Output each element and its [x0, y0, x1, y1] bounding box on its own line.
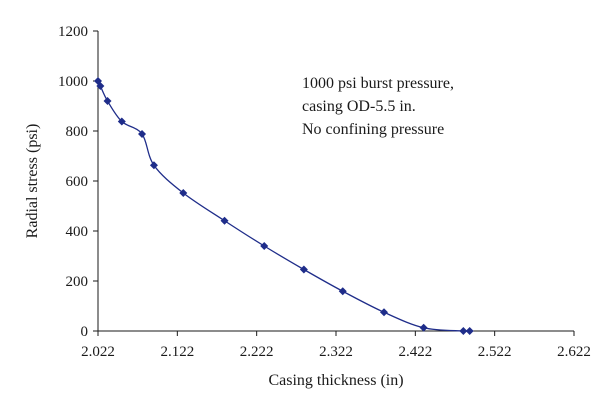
data-point-marker [465, 327, 474, 335]
y-tick-label: 200 [66, 274, 89, 290]
y-tick-label: 1000 [58, 74, 88, 90]
data-point-marker [459, 327, 468, 335]
x-tick-label: 2.622 [557, 344, 591, 360]
x-tick-label: 2.522 [478, 344, 512, 360]
y-tick-label: 0 [81, 324, 89, 340]
x-tick-label: 2.322 [319, 344, 353, 360]
series-line [97, 80, 470, 332]
data-point-marker [379, 308, 388, 317]
x-tick-label: 2.422 [398, 344, 432, 360]
annotation-line: 1000 psi burst pressure, [302, 75, 454, 92]
annotation-block: 1000 psi burst pressure, casing OD-5.5 i… [302, 75, 454, 138]
data-point-marker [220, 216, 229, 225]
data-point-marker [138, 130, 147, 138]
y-tick-label: 600 [66, 174, 89, 190]
data-point-marker [149, 161, 158, 170]
x-tick-label: 2.122 [160, 344, 194, 360]
y-tick-label: 800 [66, 124, 89, 140]
data-point-marker [299, 265, 308, 274]
data-point-marker [96, 82, 105, 90]
series-layer [94, 77, 474, 335]
y-tick-label: 400 [66, 224, 89, 240]
annotation-line: casing OD-5.5 in. [302, 98, 416, 115]
annotation-line: No confining pressure [302, 121, 444, 138]
data-point-marker [179, 189, 188, 197]
y-axis-title: Radial stress (psi) [24, 124, 41, 239]
x-axis-title: Casing thickness (in) [268, 372, 403, 389]
x-axis-ticks: 2.022 2.122 2.222 2.322 2.422 2.522 2.622 [81, 331, 591, 360]
x-tick-label: 2.222 [240, 344, 274, 360]
y-axis-ticks: 0 200 400 600 800 1000 1200 [58, 24, 98, 340]
data-point-marker [419, 323, 428, 332]
y-tick-label: 1200 [58, 24, 88, 40]
data-point-marker [103, 97, 112, 105]
x-tick-label: 2.022 [81, 344, 115, 360]
data-point-marker [338, 287, 347, 296]
data-point-marker [117, 117, 126, 126]
plot-area: 2.022 2.122 2.222 2.322 2.422 2.522 2.622 0 200… [58, 24, 591, 360]
data-point-marker [260, 242, 269, 250]
